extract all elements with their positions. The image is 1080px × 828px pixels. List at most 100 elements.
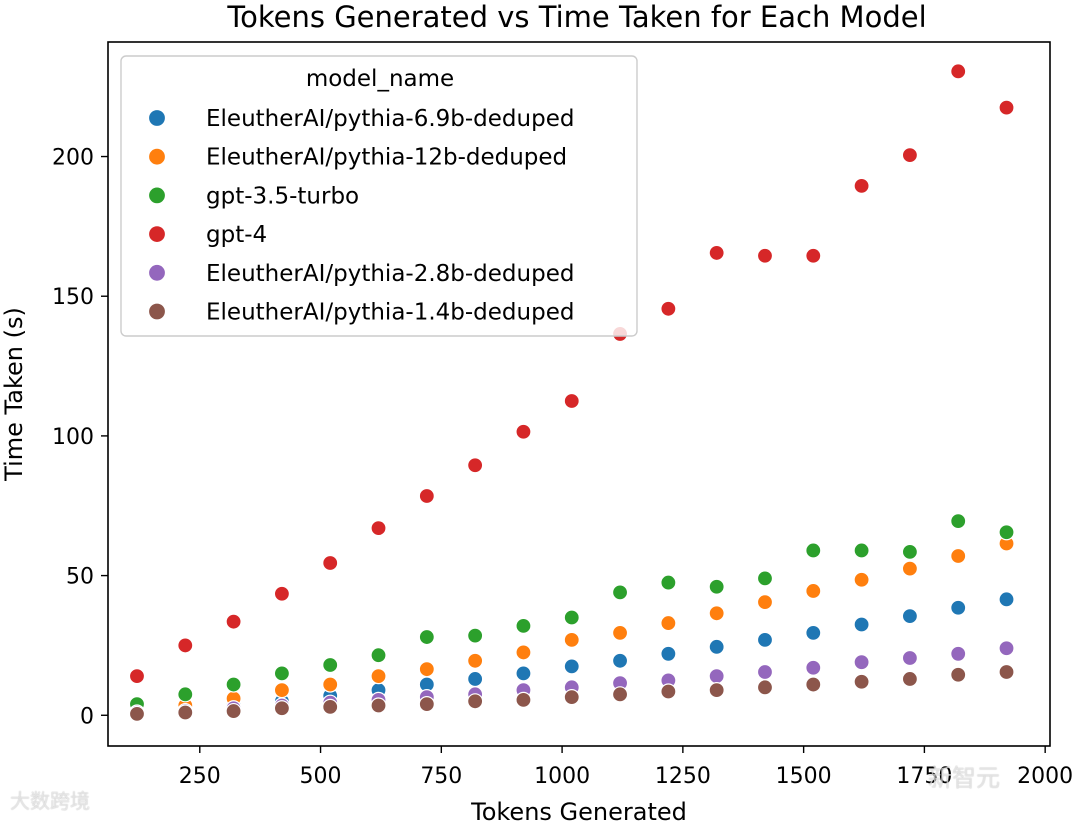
data-point — [563, 392, 580, 410]
data-point — [128, 668, 146, 685]
legend-label: EleutherAI/pythia-6.9b-deduped — [206, 106, 574, 132]
data-point — [370, 519, 387, 537]
data-point — [467, 652, 484, 669]
data-point — [998, 524, 1015, 541]
data-point — [418, 628, 435, 646]
data-point — [467, 627, 484, 644]
x-tick-label: 1500 — [776, 764, 832, 789]
data-point — [901, 147, 919, 164]
x-tick-label: 500 — [300, 764, 342, 789]
legend-box — [120, 55, 638, 337]
data-point — [467, 670, 484, 688]
data-point — [853, 616, 870, 633]
data-point — [660, 574, 677, 591]
data-point — [708, 668, 725, 685]
y-tick-label: 100 — [52, 425, 94, 450]
legend-label: EleutherAI/pythia-1.4b-deduped — [206, 300, 574, 326]
data-point — [950, 547, 967, 565]
data-point — [756, 570, 774, 587]
data-point — [370, 647, 387, 664]
data-point — [515, 617, 532, 634]
data-point — [998, 591, 1015, 608]
data-point — [418, 661, 435, 678]
data-point — [515, 665, 532, 682]
data-point — [853, 542, 870, 559]
data-point — [370, 697, 387, 714]
data-point — [998, 663, 1015, 681]
x-axis-label: Tokens Generated — [470, 798, 687, 824]
data-point — [128, 705, 146, 722]
data-point — [563, 689, 580, 706]
data-point — [563, 631, 580, 648]
data-point — [611, 584, 629, 601]
legend-label: EleutherAI/pythia-12b-deduped — [206, 145, 567, 171]
data-point — [563, 658, 580, 675]
legend-marker — [147, 225, 167, 244]
data-point — [225, 676, 242, 693]
legend-marker — [147, 302, 167, 321]
data-point — [805, 676, 822, 693]
legend-label: EleutherAI/pythia-2.8b-deduped — [206, 261, 574, 287]
legend-marker — [147, 108, 167, 128]
y-tick-label: 200 — [52, 146, 94, 171]
data-point — [177, 686, 194, 703]
data-point — [660, 614, 677, 632]
data-point — [177, 704, 194, 721]
data-point — [853, 673, 870, 690]
data-point — [756, 631, 774, 648]
data-point — [756, 679, 774, 696]
data-point — [901, 560, 919, 577]
data-point — [273, 665, 291, 682]
data-point — [273, 700, 291, 717]
x-tick-label: 250 — [179, 764, 221, 789]
legend-marker — [147, 263, 167, 282]
data-point — [708, 682, 725, 699]
data-point — [853, 654, 870, 671]
data-point — [660, 300, 677, 317]
data-point — [322, 698, 339, 715]
data-point — [756, 247, 774, 264]
data-point — [225, 702, 242, 720]
data-point — [708, 244, 725, 262]
data-point — [515, 644, 532, 661]
y-tick-label: 0 — [80, 704, 94, 729]
legend-label: gpt-3.5-turbo — [206, 183, 359, 209]
data-point — [805, 624, 822, 641]
data-point — [660, 683, 677, 700]
data-point — [611, 686, 629, 703]
data-point — [901, 649, 919, 667]
data-point — [322, 554, 339, 572]
data-point — [950, 513, 967, 530]
data-point — [418, 695, 435, 713]
x-tick-label: 1250 — [655, 764, 711, 789]
data-point — [418, 487, 435, 505]
data-point — [467, 693, 484, 710]
data-point — [611, 652, 629, 669]
x-tick-label: 1750 — [896, 764, 952, 789]
data-point — [950, 63, 967, 80]
data-point — [756, 663, 774, 681]
data-point — [950, 666, 967, 683]
data-point — [853, 571, 870, 588]
data-point — [322, 676, 339, 693]
data-point — [950, 599, 967, 616]
data-point — [708, 578, 725, 595]
data-point — [370, 668, 387, 685]
y-tick-label: 150 — [52, 285, 94, 310]
data-point — [756, 594, 774, 611]
data-point — [853, 177, 870, 194]
data-point — [805, 582, 822, 600]
data-point — [805, 542, 822, 559]
plot-frame — [107, 41, 1051, 747]
data-point — [322, 656, 339, 674]
chart-title: Tokens Generated vs Time Taken for Each … — [226, 0, 926, 34]
data-point — [515, 423, 532, 440]
data-point — [660, 645, 677, 662]
data-point — [611, 624, 629, 641]
data-point — [805, 659, 822, 676]
data-point — [708, 638, 725, 655]
data-point — [805, 247, 822, 264]
legend-marker — [147, 147, 167, 166]
legend-label: gpt-4 — [206, 222, 267, 248]
